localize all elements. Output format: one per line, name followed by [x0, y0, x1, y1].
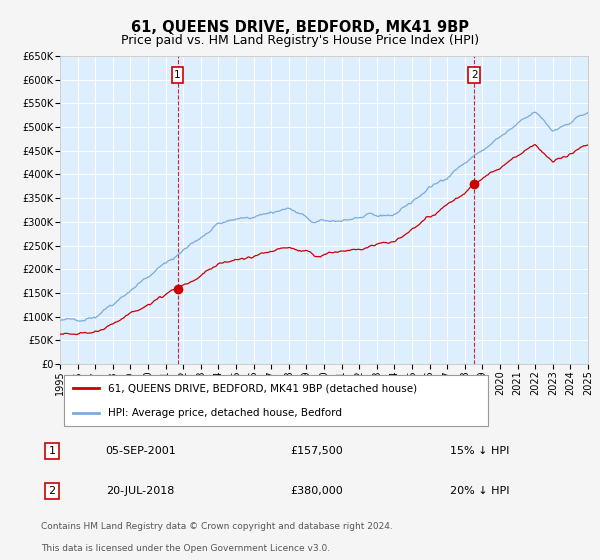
Text: 15% ↓ HPI: 15% ↓ HPI — [449, 446, 509, 456]
Text: 1: 1 — [49, 446, 56, 456]
Text: This data is licensed under the Open Government Licence v3.0.: This data is licensed under the Open Gov… — [41, 544, 330, 553]
Text: Price paid vs. HM Land Registry's House Price Index (HPI): Price paid vs. HM Land Registry's House … — [121, 34, 479, 46]
Text: 2: 2 — [471, 70, 478, 80]
Text: Contains HM Land Registry data © Crown copyright and database right 2024.: Contains HM Land Registry data © Crown c… — [41, 522, 393, 531]
Text: 61, QUEENS DRIVE, BEDFORD, MK41 9BP: 61, QUEENS DRIVE, BEDFORD, MK41 9BP — [131, 20, 469, 35]
Text: HPI: Average price, detached house, Bedford: HPI: Average price, detached house, Bedf… — [107, 408, 341, 418]
Text: 20-JUL-2018: 20-JUL-2018 — [106, 486, 175, 496]
Text: £157,500: £157,500 — [290, 446, 343, 456]
Text: 2: 2 — [49, 486, 56, 496]
FancyBboxPatch shape — [64, 375, 488, 426]
Text: 1: 1 — [174, 70, 181, 80]
Text: 20% ↓ HPI: 20% ↓ HPI — [449, 486, 509, 496]
Text: 61, QUEENS DRIVE, BEDFORD, MK41 9BP (detached house): 61, QUEENS DRIVE, BEDFORD, MK41 9BP (det… — [107, 383, 416, 393]
Text: £380,000: £380,000 — [290, 486, 343, 496]
Text: 05-SEP-2001: 05-SEP-2001 — [105, 446, 176, 456]
